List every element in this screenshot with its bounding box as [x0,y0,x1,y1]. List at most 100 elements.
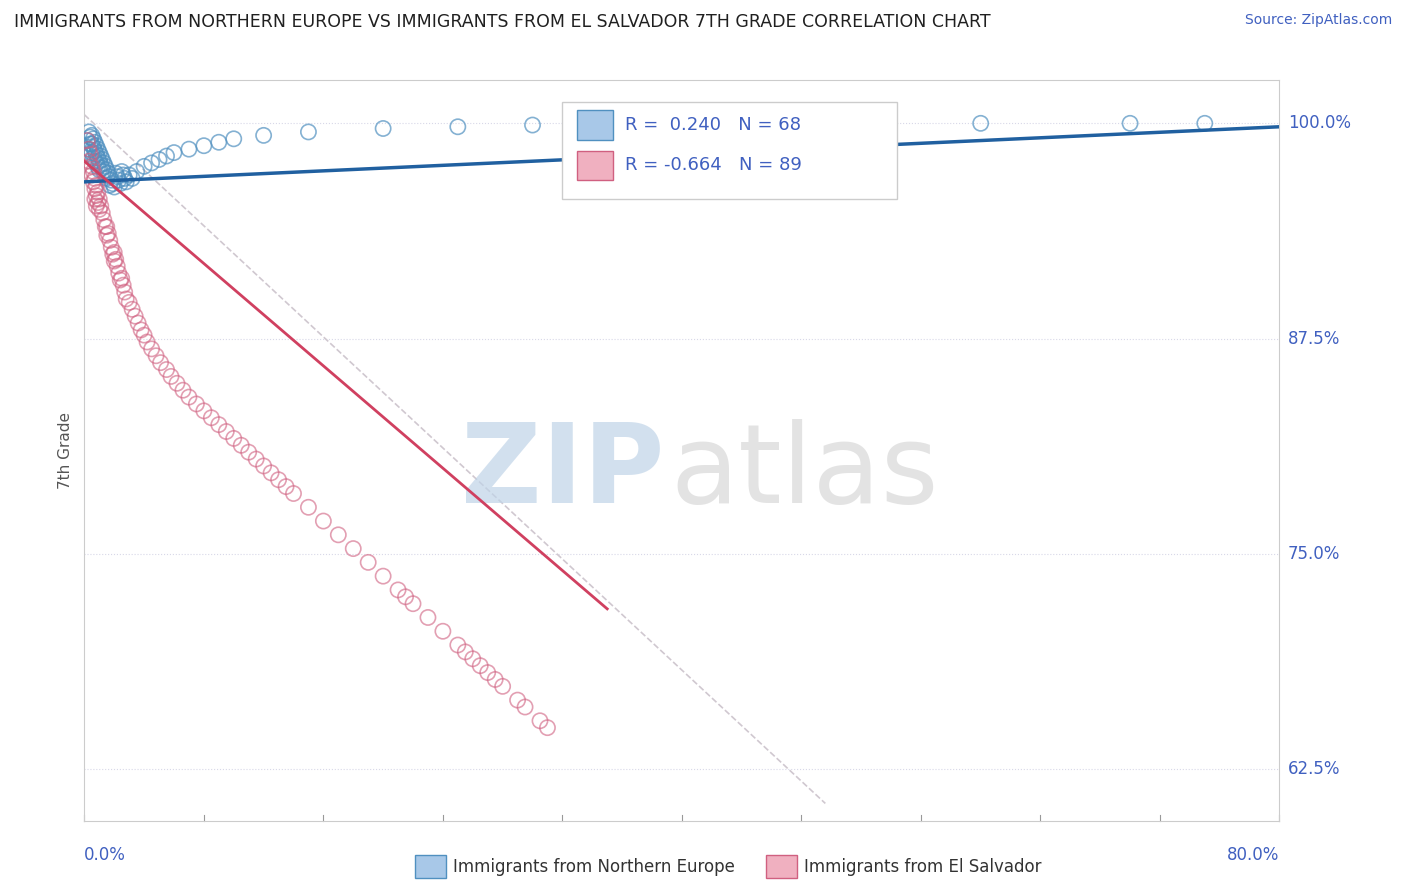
Point [177,142,200,156]
Point [79,147,101,161]
Point [373,569,395,583]
Point [155,362,177,376]
Point [80,128,103,143]
Point [89,145,111,160]
Point [145,349,167,363]
Point [80,160,103,174]
Point [82,140,104,154]
Point [86,138,108,153]
Point [238,445,260,459]
Text: Immigrants from El Salvador: Immigrants from El Salvador [804,858,1042,876]
Point [98,178,121,193]
FancyBboxPatch shape [576,151,613,180]
Text: 62.5%: 62.5% [1288,760,1340,778]
Point [260,466,283,480]
Text: R =  0.240   N = 68: R = 0.240 N = 68 [624,116,800,134]
Point [186,397,208,411]
Point [96,171,118,186]
Point [118,168,141,182]
Point [484,673,506,687]
Point [297,125,319,139]
Text: 100.0%: 100.0% [1288,114,1351,132]
Point [312,514,335,528]
Point [132,328,156,343]
Point [416,610,439,624]
FancyBboxPatch shape [576,110,613,139]
Point [91,206,114,220]
Point [447,120,470,134]
Point [104,166,127,180]
Point [83,171,105,186]
Point [87,185,110,199]
Point [77,142,100,156]
Point [89,192,111,206]
Point [470,658,492,673]
Point [107,266,129,280]
Point [86,156,108,170]
Point [1194,116,1216,130]
Point [274,480,297,494]
Point [536,721,558,735]
Point [94,219,117,234]
Point [118,295,141,310]
Point [90,149,112,163]
Point [529,714,551,728]
Y-axis label: 7th Grade: 7th Grade [58,412,73,489]
Point [83,135,105,149]
Point [114,171,136,186]
Point [87,195,110,210]
Point [160,369,183,384]
Point [222,431,245,445]
Point [112,168,135,182]
Point [103,180,125,194]
Point [141,156,163,170]
Text: Immigrants from Northern Europe: Immigrants from Northern Europe [453,858,734,876]
Point [522,118,544,132]
Point [96,219,118,234]
Point [373,121,395,136]
Point [342,541,364,556]
Point [98,169,121,184]
Point [115,175,138,189]
Point [461,652,484,666]
Point [80,136,103,151]
Point [104,252,127,267]
Point [132,160,156,174]
Point [114,285,136,299]
Point [90,158,112,172]
Point [86,178,108,193]
Point [89,202,111,217]
Point [155,149,177,163]
Point [253,458,276,473]
Point [112,278,135,293]
Point [82,164,104,178]
Point [267,473,290,487]
Point [208,135,231,149]
Point [222,132,245,146]
Point [454,645,477,659]
Point [245,452,267,467]
Point [477,665,499,680]
Point [101,247,124,261]
Point [671,116,693,130]
Point [100,240,122,254]
Point [101,177,124,191]
Point [357,555,380,569]
Point [86,147,108,161]
Point [86,188,108,202]
Point [124,309,146,323]
Point [87,142,110,156]
Point [447,638,470,652]
Point [82,132,104,146]
Point [76,134,98,148]
Point [83,192,105,206]
Point [121,171,143,186]
Point [97,227,120,241]
Point [432,624,454,639]
Point [79,130,101,145]
Point [129,323,152,337]
Point [103,245,125,260]
Text: 87.5%: 87.5% [1288,329,1340,348]
Point [100,173,122,187]
Point [1119,116,1142,130]
